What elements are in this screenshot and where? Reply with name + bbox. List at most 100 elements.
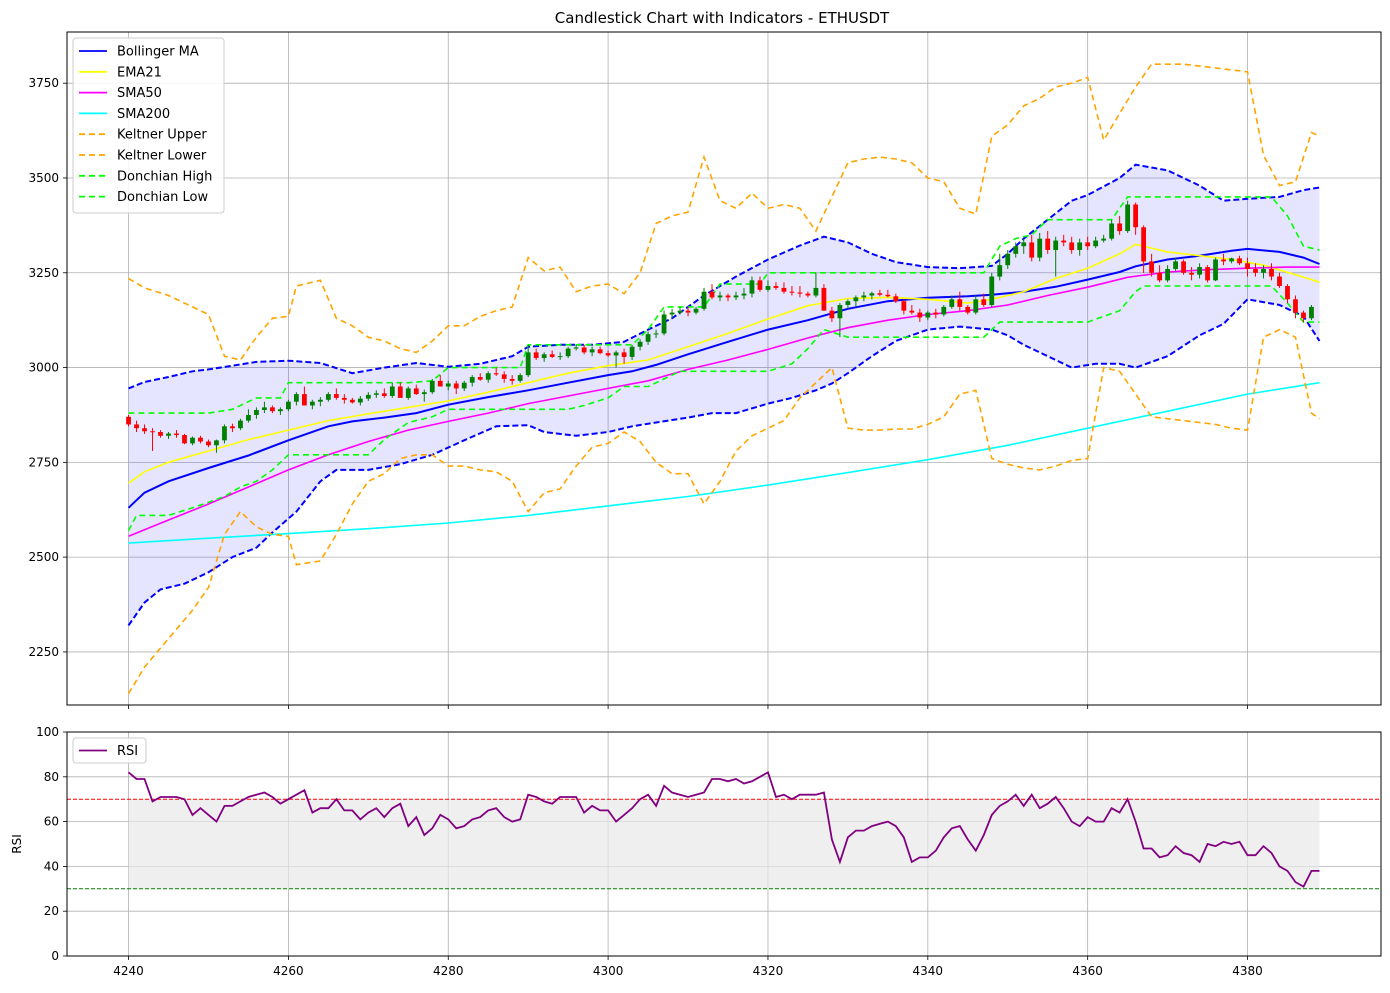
y-tick-label: 3750: [28, 76, 59, 90]
candle-body: [1269, 268, 1274, 277]
y-tick-label: 40: [44, 859, 59, 873]
candle-body: [1285, 286, 1290, 300]
candle-body: [254, 410, 259, 415]
candle-body: [1077, 242, 1083, 251]
candle-body: [717, 295, 723, 298]
keltner-lower-line: [127, 328, 1320, 695]
candle-body: [1157, 272, 1162, 281]
candle-body: [805, 293, 811, 296]
candle-body: [597, 349, 603, 354]
candle-body: [685, 310, 691, 313]
candle-body: [190, 437, 195, 444]
candle-body: [1117, 223, 1123, 232]
x-tick-label: 4260: [273, 964, 304, 978]
candle-body: [813, 287, 819, 296]
candle-body: [1005, 253, 1011, 266]
y-tick-label: 80: [44, 770, 59, 784]
x-tick-label: 4300: [593, 964, 624, 978]
x-tick-label: 4360: [1072, 964, 1103, 978]
candle-body: [1021, 242, 1027, 247]
candle-body: [517, 375, 523, 381]
candle-body: [581, 347, 587, 353]
candle-body: [605, 353, 611, 356]
candle-body: [1133, 204, 1139, 228]
candle-body: [973, 299, 979, 313]
candle-body: [877, 293, 883, 295]
candle-body: [1293, 299, 1298, 313]
candle-body: [214, 440, 219, 446]
legend-label: Bollinger MA: [117, 45, 199, 60]
rsi-line: [127, 770, 1320, 888]
candle-body: [413, 388, 419, 395]
candle-body: [485, 373, 491, 380]
sma200-line: [128, 381, 1320, 544]
y-tick-label: 2250: [28, 645, 59, 659]
candle-body: [453, 383, 459, 389]
candle-body: [829, 310, 835, 319]
candle-body: [549, 354, 555, 357]
y-tick-label: 60: [44, 815, 59, 829]
candle-body: [613, 352, 619, 356]
y-tick-label: 2750: [28, 455, 59, 469]
candle-body: [325, 394, 331, 400]
candle-body: [909, 310, 915, 313]
candle-body: [1029, 242, 1035, 258]
candle-body: [262, 407, 267, 411]
candle-body: [1061, 240, 1067, 243]
candle-body: [781, 287, 787, 292]
rsi-legend: [72, 737, 147, 764]
candle-body: [757, 280, 763, 290]
candle-body: [182, 435, 187, 444]
rsi-panel-frame: [66, 731, 1382, 957]
candle-body: [222, 426, 227, 441]
candle-body: [421, 392, 427, 395]
rsi-panel: 0 20 40 60 80 100 4240 4260 4280 4300 4320 4340 4360…: [10, 725, 1382, 978]
candle-body: [397, 386, 403, 398]
candle-body: [501, 374, 507, 379]
candle-body: [230, 426, 235, 429]
legend-label: SMA200: [117, 107, 170, 122]
candle-body: [1149, 261, 1155, 273]
candle-body: [861, 295, 867, 298]
candle-body: [869, 293, 875, 296]
candle-body: [1205, 267, 1210, 281]
candle-body: [1101, 238, 1107, 241]
candle-body: [1093, 240, 1099, 247]
candle-body: [1013, 246, 1019, 254]
candle-body: [1053, 240, 1059, 251]
candle-body: [1045, 238, 1051, 251]
candle-body: [1197, 267, 1202, 275]
candle-body: [789, 291, 795, 293]
candle-body: [709, 291, 715, 298]
candle-body: [493, 373, 499, 375]
candle-body: [693, 308, 699, 313]
candle-body: [381, 393, 387, 396]
candle-body: [445, 383, 451, 387]
candle-body: [773, 286, 779, 288]
candle-body: [1221, 259, 1226, 262]
price-legend: [72, 37, 225, 214]
candle-body: [669, 312, 675, 315]
candle-body: [1141, 227, 1147, 262]
candle-body: [525, 352, 531, 376]
candle-body: [661, 314, 667, 334]
candle-body: [837, 304, 843, 319]
candle-body: [965, 306, 971, 313]
bollinger-ma-line: [127, 247, 1320, 509]
candle-body: [238, 420, 243, 429]
candle-body: [621, 352, 627, 357]
candle-body: [477, 377, 483, 380]
legend-label: RSI: [117, 744, 138, 759]
candle-body: [1109, 223, 1115, 239]
donchian-high-line: [128, 196, 1320, 414]
candle-body: [126, 416, 131, 425]
candle-body: [653, 333, 659, 335]
candle-body: [701, 291, 707, 309]
candle-body: [206, 441, 211, 446]
candle-body: [134, 424, 139, 429]
candle-body: [1125, 204, 1131, 232]
candle-body: [278, 409, 283, 412]
candle-body: [1277, 276, 1282, 287]
candle-body: [429, 380, 435, 393]
